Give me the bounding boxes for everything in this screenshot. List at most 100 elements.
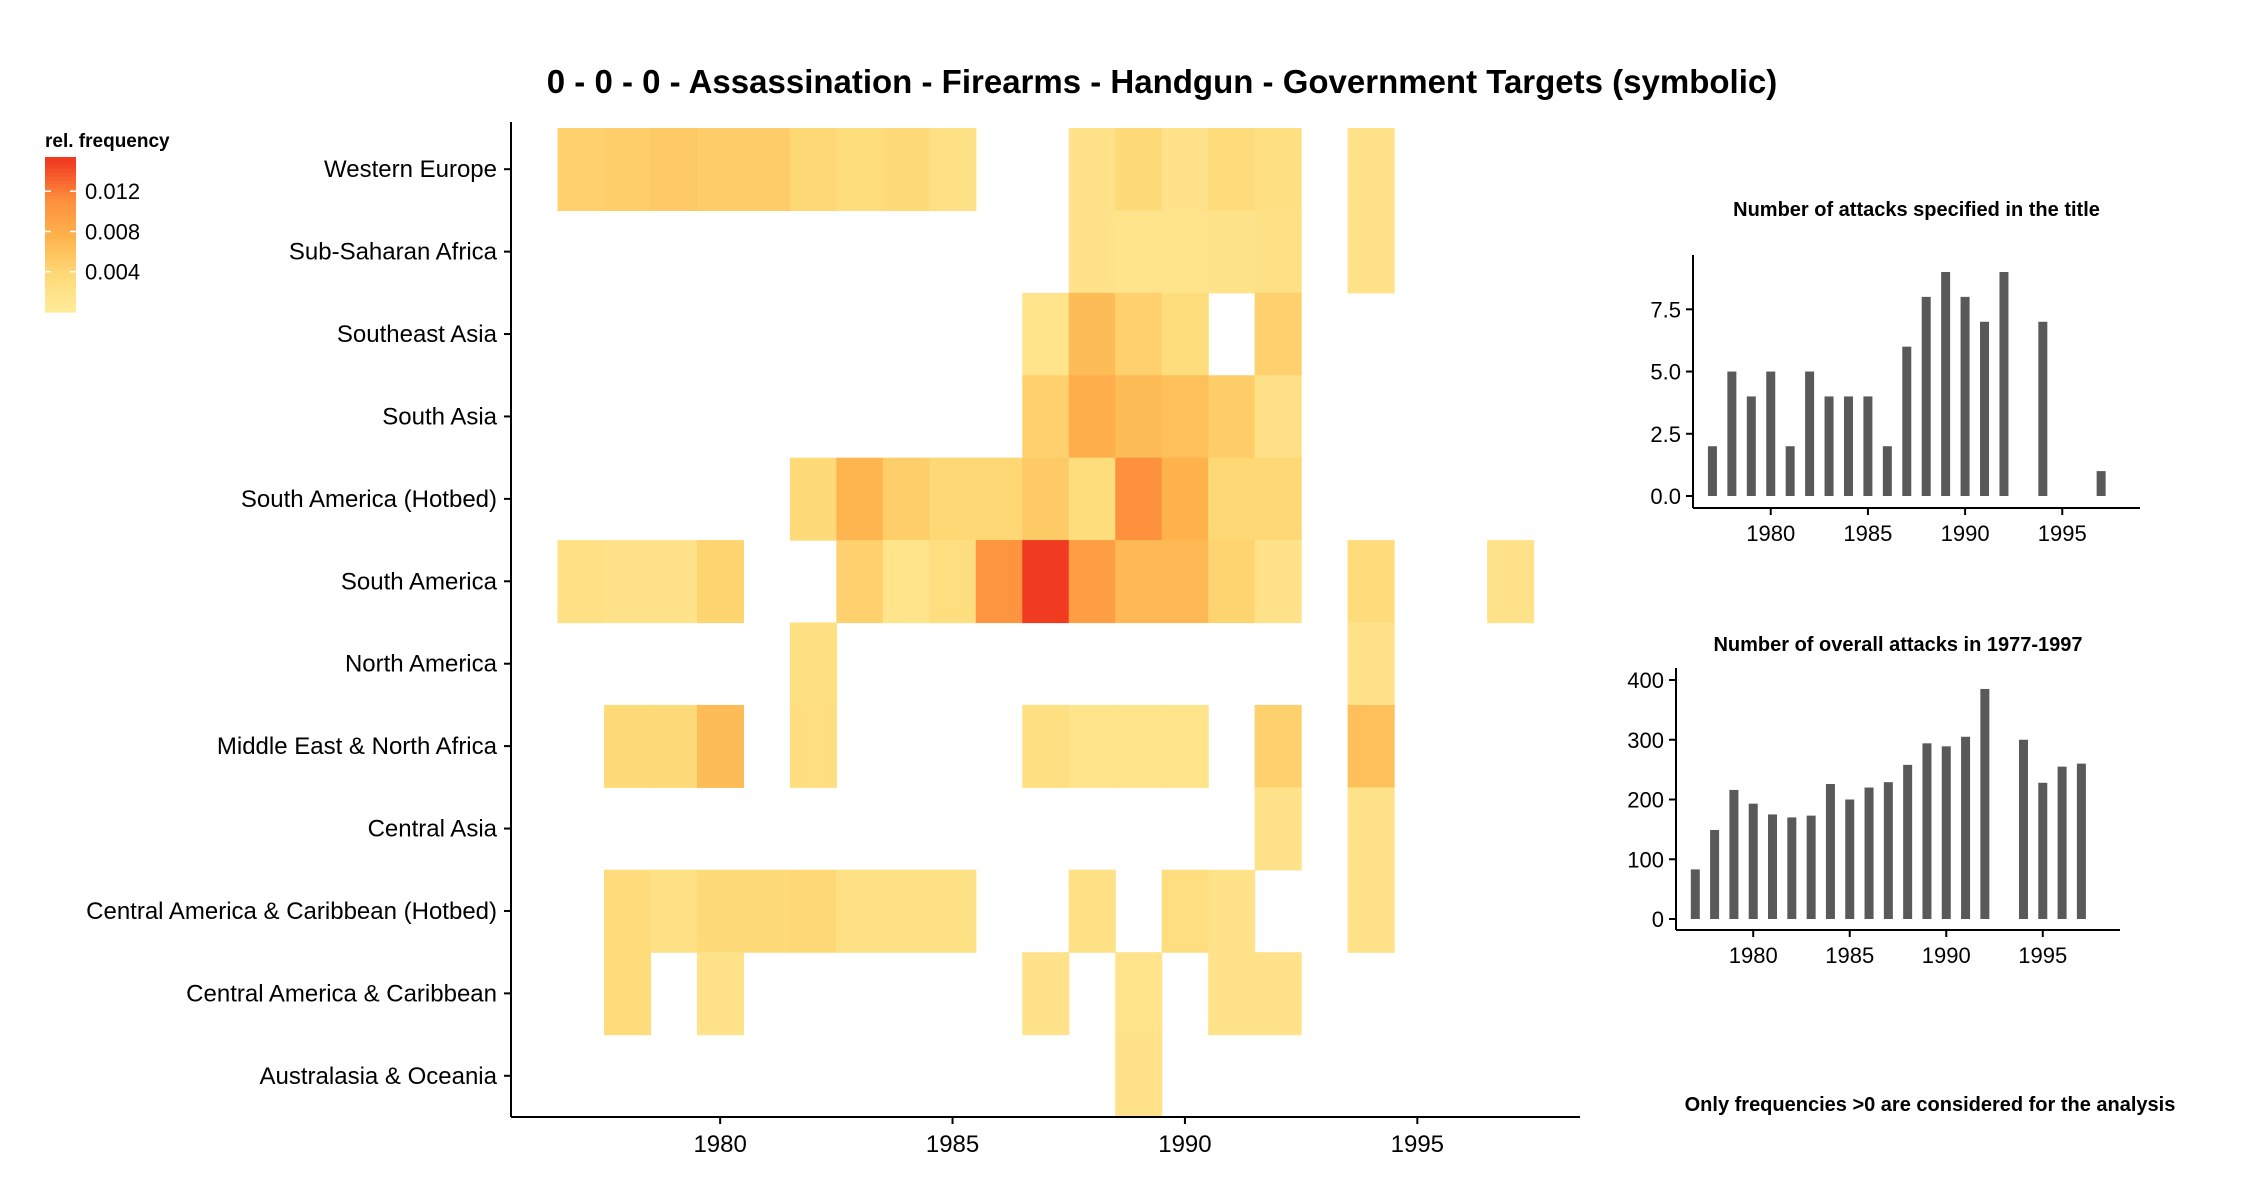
heatmap-cell-central-america-caribbean-1987 <box>1022 952 1070 1036</box>
heatmap-cell-central-america-caribbean-1980 <box>696 952 744 1036</box>
heatmap-cell-south-america-hotbed-1989 <box>1115 457 1163 541</box>
overall-attacks-y-tick-label: 300 <box>1627 728 1664 753</box>
heatmap-y-tick-label-central-america-caribbean: Central America & Caribbean <box>186 980 497 1007</box>
heatmap-cell-south-america-hotbed-1983 <box>836 457 884 541</box>
heatmap-cell-south-asia-1992 <box>1254 375 1302 459</box>
heatmap-cell-southeast-asia-1990 <box>1161 292 1209 376</box>
overall-attacks-bar-1979 <box>1729 789 1739 919</box>
heatmap-cell-central-america-caribbean-hotbed-1994 <box>1347 869 1395 953</box>
heatmap-cell-south-america-1997 <box>1487 540 1535 624</box>
legend-color-step <box>45 207 76 212</box>
heatmap-cell-south-america-1980 <box>696 540 744 624</box>
heatmap-cell-south-america-hotbed-1984 <box>882 457 930 541</box>
legend-tick-label: 0.004 <box>85 260 140 285</box>
heatmap-y-tick-label-southeast-asia: Southeast Asia <box>337 321 498 348</box>
overall-attacks-bar-1981 <box>1768 814 1778 919</box>
heatmap-cell-south-america-hotbed-1982 <box>789 457 837 541</box>
specified-attacks-bar-1994 <box>2038 321 2048 496</box>
legend-color-step <box>45 195 76 201</box>
legend-color-step <box>45 288 76 294</box>
overall-attacks-bar-1978 <box>1710 829 1720 919</box>
legend-color-step <box>45 292 76 298</box>
heatmap-cell-southeast-asia-1992 <box>1254 292 1302 376</box>
heatmap-cell-south-asia-1991 <box>1208 375 1256 459</box>
specified-attacks-bar-1985 <box>1863 396 1873 496</box>
heatmap-cell-western-europe-1978 <box>603 128 652 212</box>
legend-color-step <box>45 284 76 290</box>
legend-color-step <box>45 246 76 251</box>
overall-attacks-y-tick-label: 100 <box>1627 847 1664 872</box>
specified-attacks-bar-1986 <box>1882 446 1892 496</box>
specified-attacks-bar-1983 <box>1824 396 1834 496</box>
heatmap-cell-sub-saharan-africa-1994 <box>1347 210 1395 294</box>
heatmap-cell-western-europe-1994 <box>1347 128 1395 212</box>
heatmap-y-tick-label-north-america: North America <box>345 651 498 678</box>
specified-attacks-y-tick-label: 7.5 <box>1650 297 1681 322</box>
legend-color-step <box>45 203 76 208</box>
heatmap-cell-south-america-hotbed-1985 <box>929 457 977 541</box>
specified-attacks-bar-1992 <box>1999 271 2009 496</box>
heatmap-cell-south-america-hotbed-1986 <box>975 457 1023 541</box>
heatmap-cell-western-europe-1991 <box>1208 128 1256 212</box>
heatmap-cell-south-america-1989 <box>1115 540 1163 624</box>
legend-color-step <box>45 265 76 270</box>
legend-color-step <box>45 242 76 247</box>
heatmap-cell-south-asia-1990 <box>1161 375 1209 459</box>
legend-color-step <box>45 234 76 239</box>
heatmap-cell-central-america-caribbean-1991 <box>1208 952 1256 1036</box>
heatmap-cell-central-america-caribbean-hotbed-1978 <box>603 869 652 953</box>
overall-attacks-bar-1992 <box>1980 688 1990 919</box>
heatmap-cell-western-europe-1980 <box>696 128 744 212</box>
legend-tick-label: 0.012 <box>85 179 140 204</box>
overall-attacks-bar-1989 <box>1922 743 1932 919</box>
specified-attacks-bar-1989 <box>1941 271 1951 496</box>
legend-color-step <box>45 168 76 174</box>
heatmap-cell-north-america-1994 <box>1347 622 1395 706</box>
legend-title: rel. frequency <box>45 131 170 152</box>
heatmap-cell-south-america-1985 <box>929 540 977 624</box>
heatmap-cell-southeast-asia-1988 <box>1068 292 1116 376</box>
overall-attacks-x-tick-label: 1980 <box>1729 943 1778 968</box>
legend-color-step <box>45 257 76 263</box>
overall-attacks-bar-1982 <box>1787 817 1797 919</box>
heatmap-y-tick-label-south-asia: South Asia <box>382 403 497 430</box>
specified-attacks-y-tick-label: 5.0 <box>1650 360 1681 385</box>
specified-attacks-y-tick-label: 2.5 <box>1650 422 1681 447</box>
heatmap-cell-middle-east-north-africa-1994 <box>1347 704 1395 788</box>
heatmap-panel: Western Europe Sub-Saharan Africa Southeas… <box>86 122 1580 1158</box>
specified-attacks-title: Number of attacks specified in the title <box>1733 199 2100 221</box>
heatmap-cell-south-america-hotbed-1988 <box>1068 457 1116 541</box>
heatmap-cell-central-america-caribbean-hotbed-1980 <box>696 869 744 953</box>
heatmap-x-tick-label-1985: 1985 <box>926 1131 979 1158</box>
heatmap-cell-western-europe-1988 <box>1068 128 1116 212</box>
legend-color-step <box>45 222 76 228</box>
overall-attacks-y-tick-label: 200 <box>1627 788 1664 813</box>
specified-attacks-x-tick-label: 1995 <box>2038 521 2087 546</box>
heatmap-cell-western-europe-1992 <box>1254 128 1302 212</box>
heatmap-cell-south-america-1986 <box>975 540 1023 624</box>
overall-attacks-bar-1985 <box>1845 799 1855 919</box>
heatmap-x-tick-label-1980: 1980 <box>693 1131 746 1158</box>
heatmap-cell-sub-saharan-africa-1991 <box>1208 210 1256 294</box>
heatmap-cell-south-america-1992 <box>1254 540 1302 624</box>
analysis-note: Only frequencies >0 are considered for t… <box>1685 1094 2176 1116</box>
overall-attacks-bar-1980 <box>1748 803 1758 919</box>
heatmap-cell-middle-east-north-africa-1989 <box>1115 704 1163 788</box>
heatmap-cell-middle-east-north-africa-1992 <box>1254 704 1302 788</box>
specified-attacks-bar-1977 <box>1707 446 1717 496</box>
overall-attacks-bar-chart: Number of overall attacks in 1977-1997 0 1… <box>1627 634 2120 968</box>
heatmap-cell-middle-east-north-africa-1979 <box>650 704 698 788</box>
heatmap-cell-central-america-caribbean-hotbed-1983 <box>836 869 884 953</box>
legend-color-step <box>45 160 76 166</box>
heatmap-cell-central-america-caribbean-hotbed-1979 <box>650 869 698 953</box>
legend-color-step <box>45 253 76 259</box>
overall-attacks-bar-1995 <box>2038 782 2048 919</box>
legend-color-step <box>45 188 76 193</box>
legend-color-step <box>45 219 76 224</box>
heatmap-cell-central-america-caribbean-hotbed-1991 <box>1208 869 1256 953</box>
legend-color-step <box>45 308 76 313</box>
heatmap-cell-central-america-caribbean-hotbed-1982 <box>789 869 837 953</box>
heatmap-cell-western-europe-1979 <box>650 128 698 212</box>
heatmap-cell-sub-saharan-africa-1992 <box>1254 210 1302 294</box>
